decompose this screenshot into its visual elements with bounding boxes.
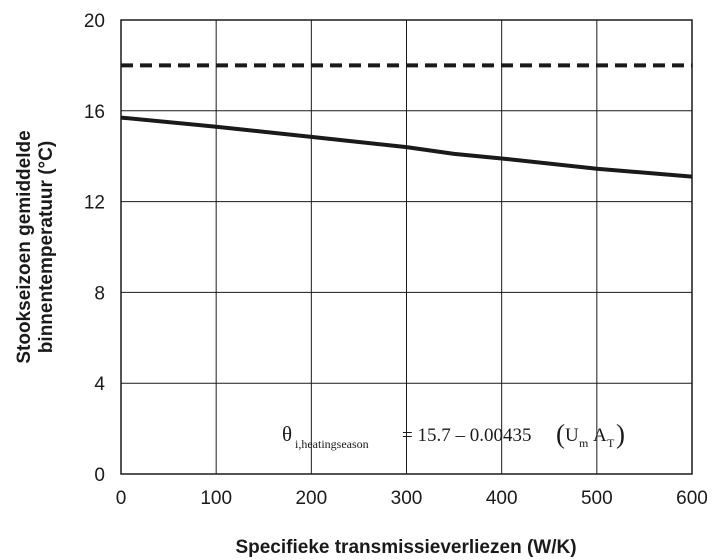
y-tick-label-16: 16 xyxy=(84,102,105,123)
y-axis-title-line-2: binnentemperatuur (°C) xyxy=(36,141,57,353)
x-axis-title: Specifieke transmissieverliezen (W/K) xyxy=(235,537,576,558)
series-line-solid xyxy=(120,115,693,179)
formula-a: A xyxy=(593,425,607,446)
series-layer xyxy=(120,63,693,179)
x-tick-label-300: 300 xyxy=(391,488,423,509)
x-tick-label-100: 100 xyxy=(200,488,232,509)
x-tick-label-400: 400 xyxy=(486,488,518,509)
formula-annotation: θ i,heatingseason = 15.7 – 0.00435 ( U m… xyxy=(282,419,625,451)
formula-u-subscript: m xyxy=(579,436,589,450)
formula-rhs: = 15.7 – 0.00435 xyxy=(402,425,531,446)
grid xyxy=(120,19,693,475)
formula-theta: θ xyxy=(282,422,292,446)
y-tick-label-12: 12 xyxy=(84,193,105,214)
x-tick-label-500: 500 xyxy=(581,488,613,509)
x-tick-label-200: 200 xyxy=(295,488,327,509)
y-tick-label-0: 0 xyxy=(94,465,105,486)
tick-labels: 0 100 200 300 400 500 600 0 4 8 12 16 20 xyxy=(84,11,708,509)
y-tick-label-8: 8 xyxy=(94,283,105,304)
y-tick-label-20: 20 xyxy=(84,11,105,32)
formula-u: U xyxy=(565,425,579,446)
x-tick-label-600: 600 xyxy=(676,488,708,509)
y-axis-title: Stookseizoen gemiddelde binnentemperatuu… xyxy=(14,130,57,363)
x-tick-label-0: 0 xyxy=(116,488,127,509)
y-tick-label-4: 4 xyxy=(94,374,105,395)
formula-theta-subscript: i,heatingseason xyxy=(295,437,369,451)
plot-area-frame xyxy=(120,19,693,475)
formula-paren-close: ) xyxy=(616,419,625,449)
formula-a-subscript: T xyxy=(607,436,615,450)
y-axis-title-line-1: Stookseizoen gemiddelde xyxy=(14,130,35,363)
formula-paren-open: ( xyxy=(556,419,565,449)
